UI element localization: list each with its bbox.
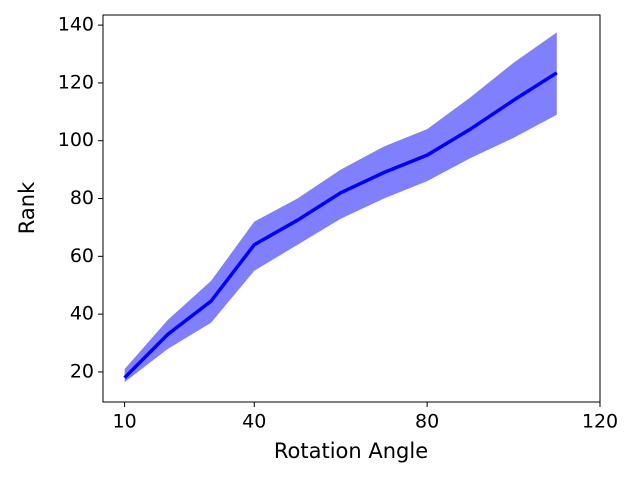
y-axis-label: Rank [15,181,39,234]
y-tick-label: 60 [70,245,94,267]
y-tick-label: 20 [70,360,94,382]
y-tick-label: 100 [58,129,94,151]
x-tick-label: 120 [582,411,618,433]
band [124,32,557,383]
line [123,71,558,379]
plot-frame [102,14,601,403]
y-tick-label: 120 [58,71,94,93]
x-tick-label: 10 [113,411,137,433]
y-tick-label: 80 [70,187,94,209]
x-tick-label: 40 [242,411,266,433]
y-tick-label: 140 [58,14,94,36]
x-tick-label: 80 [415,411,439,433]
x-axis-label: Rotation Angle [274,439,428,463]
y-tick-label: 40 [70,303,94,325]
